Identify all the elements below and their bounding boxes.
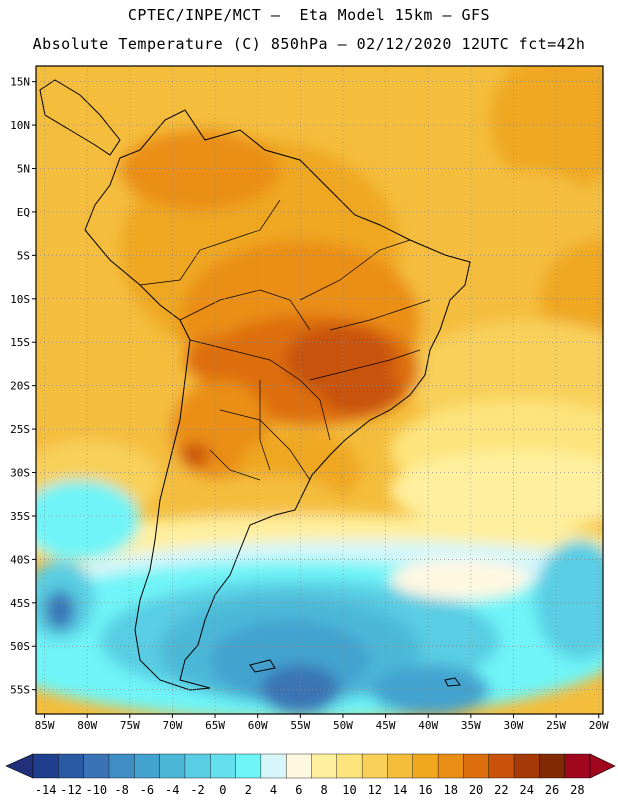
lat-label: 40S (10, 553, 30, 566)
colorbar-label: 2 (245, 783, 252, 797)
colorbar-label: 22 (494, 783, 508, 797)
colorbar-swatch (361, 753, 388, 779)
lon-label: 60W (248, 719, 268, 732)
colorbar-label: 28 (570, 783, 584, 797)
lat-label: EQ (17, 206, 30, 219)
lat-label: 45S (10, 597, 30, 610)
colorbar-swatch (134, 753, 161, 779)
lat-label: 20S (10, 380, 30, 393)
colorbar-swatch (488, 753, 515, 779)
lon-label: 40W (418, 719, 438, 732)
colorbar-label: 24 (519, 783, 533, 797)
colorbar-swatch (83, 753, 110, 779)
lat-label: 10N (10, 119, 30, 132)
colorbar-swatch (32, 753, 59, 779)
colorbar-swatch (285, 753, 313, 779)
colorbar-label: 20 (469, 783, 483, 797)
lon-label: 50W (333, 719, 353, 732)
colorbar-label: -10 (85, 783, 107, 797)
colorbar-swatch (412, 753, 439, 779)
colorbar-swatch (463, 753, 490, 779)
lat-label: 55S (10, 684, 30, 697)
colorbar-label: 8 (321, 783, 328, 797)
temperature-field (36, 66, 603, 714)
colorbar-swatch (437, 753, 464, 779)
colorbar-label: -12 (60, 783, 82, 797)
colorbar-swatch (235, 753, 262, 779)
colorbar: -14 -12 -10 -8 -6 -4 -2 0 2 4 6 8 10 12 14 16 18 20 22 24 26… (5, 753, 616, 797)
colorbar-swatch (513, 753, 540, 779)
colorbar-label: 14 (393, 783, 407, 797)
lat-label: 50S (10, 640, 30, 653)
lat-label: 25S (10, 423, 30, 436)
borders (139, 199, 431, 481)
lon-label: 70W (162, 719, 182, 732)
colorbar-label: 0 (219, 783, 226, 797)
colorbar-swatch (311, 753, 338, 779)
colorbar-swatch (539, 753, 566, 779)
lat-label: 15S (10, 336, 30, 349)
colorbar-swatch (387, 753, 414, 779)
lat-label: 5N (17, 162, 30, 175)
lon-label: 65W (205, 719, 225, 732)
colorbar-label: -4 (165, 783, 179, 797)
lat-label: 35S (10, 510, 30, 523)
colorbar-label: 26 (545, 783, 559, 797)
lon-label: 45W (376, 719, 396, 732)
colorbar-swatch (210, 753, 237, 779)
lon-label: 30W (504, 719, 524, 732)
lon-label: 35W (461, 719, 481, 732)
colorbar-swatch (336, 753, 363, 779)
coastlines (39, 79, 471, 691)
map-title-line-1: CPTEC/INPE/MCT – Eta Model 15km – GFS (127, 6, 491, 24)
latitude-axis: 15N 10N 5N EQ 5S 10S 15S 20S 25S 30S 35S 40S 45S 50S 5… (10, 76, 36, 697)
colorbar-swatch (184, 753, 211, 779)
colorbar-over-arrow (589, 753, 616, 779)
lon-label: 55W (290, 719, 310, 732)
lat-label: 30S (10, 467, 30, 480)
map-title-line-2: Absolute Temperature (C) 850hPa – 02/12/… (32, 35, 586, 53)
colorbar-label: 10 (342, 783, 356, 797)
lon-label: 85W (35, 719, 55, 732)
colorbar-label: 16 (418, 783, 432, 797)
lat-label: 15N (10, 76, 30, 89)
lat-label: 10S (10, 293, 30, 306)
colorbar-swatch (108, 753, 135, 779)
colorbar-label: 12 (368, 783, 382, 797)
colorbar-label: 18 (444, 783, 458, 797)
colorbar-under-arrow (5, 753, 34, 779)
colorbar-label: -8 (114, 783, 128, 797)
colorbar-swatch (564, 753, 591, 779)
lon-label: 80W (77, 719, 97, 732)
lon-label: 75W (120, 719, 140, 732)
colorbar-label: 4 (270, 783, 277, 797)
lon-label: 25W (546, 719, 566, 732)
colorbar-swatch (260, 753, 287, 779)
colorbar-label: 6 (295, 783, 302, 797)
colorbar-label: -6 (140, 783, 154, 797)
map-frame (35, 65, 604, 715)
colorbar-label: -14 (35, 783, 57, 797)
colorbar-swatch (58, 753, 85, 779)
lat-label: 5S (17, 249, 30, 262)
lon-label: 20W (589, 719, 609, 732)
colorbar-swatch (159, 753, 186, 779)
colorbar-label: -2 (190, 783, 204, 797)
graticule (36, 66, 603, 714)
longitude-axis: 85W 80W 75W 70W 65W 60W 55W 50W 45W 40W 35W 30W 25W 2… (35, 714, 609, 732)
